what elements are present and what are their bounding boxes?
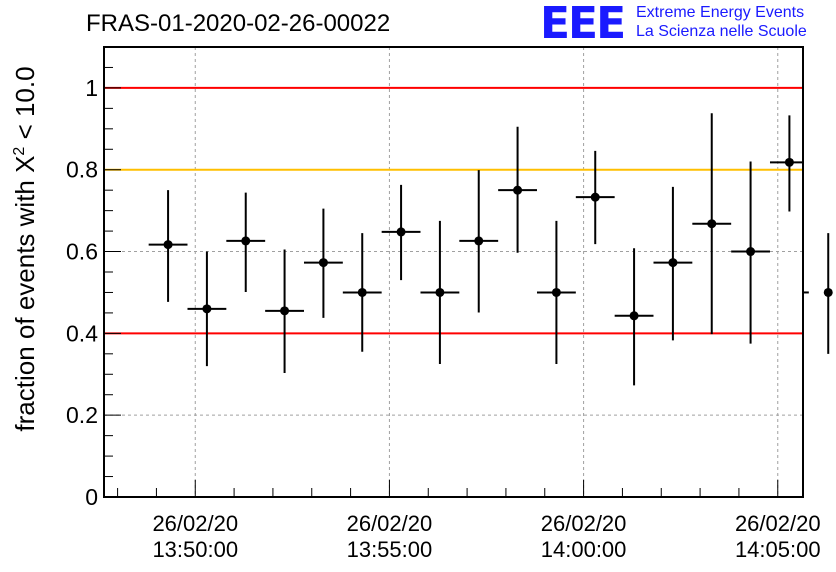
- data-point: [280, 306, 290, 316]
- data-point: [513, 185, 523, 195]
- data-point: [241, 236, 251, 246]
- data-point: [357, 287, 367, 297]
- data-point: [474, 236, 484, 246]
- reference-lines: [104, 86, 803, 335]
- y-tick-label: 0.2: [66, 402, 98, 428]
- data-point: [629, 311, 639, 321]
- data-point: [163, 240, 173, 250]
- chart-title: FRAS-01-2020-02-26-00022: [86, 10, 391, 37]
- data-point: [396, 227, 406, 237]
- data-point: [746, 247, 756, 257]
- axes: 00.20.40.60.8126/02/2013:50:0026/02/2013…: [66, 66, 821, 562]
- y-axis-label-sup: 2: [11, 147, 28, 156]
- eee-logo: EEE: [540, 0, 626, 49]
- y-tick-label: 0: [85, 484, 98, 510]
- data-point: [823, 287, 833, 297]
- x-tick-date-label: 26/02/20: [347, 511, 433, 536]
- y-axis-label-tail: < 10.0: [10, 66, 40, 146]
- x-tick-time-label: 14:00:00: [541, 537, 627, 562]
- y-axis-label-main: fraction of events with X: [10, 156, 40, 432]
- x-tick-time-label: 14:05:00: [735, 537, 821, 562]
- logo-line-1: Extreme Energy Events: [636, 4, 805, 21]
- x-tick-time-label: 13:50:00: [152, 537, 238, 562]
- x-tick-date-label: 26/02/20: [735, 511, 821, 536]
- y-tick-label: 1: [85, 75, 98, 101]
- y-axis-label: fraction of events with X2 < 10.0: [10, 66, 40, 431]
- plot-frame: [103, 46, 804, 498]
- data-points: [148, 113, 833, 386]
- y-tick-label: 0.6: [66, 239, 98, 265]
- logo-line-2: La Scienza nelle Scuole: [636, 23, 807, 40]
- data-point: [551, 287, 561, 297]
- data-point: [590, 192, 600, 202]
- x-tick-date-label: 26/02/20: [152, 511, 238, 536]
- data-point: [435, 287, 445, 297]
- grid: [104, 47, 803, 497]
- data-point: [784, 157, 794, 167]
- y-tick-label: 0.8: [66, 157, 98, 183]
- data-point: [668, 258, 678, 268]
- data-point: [202, 304, 212, 314]
- x-tick-date-label: 26/02/20: [541, 511, 627, 536]
- logo-caption: Extreme Energy Events La Scienza nelle S…: [636, 3, 807, 41]
- x-tick-time-label: 13:55:00: [347, 537, 433, 562]
- y-tick-label: 0.4: [66, 320, 98, 346]
- data-point: [707, 219, 717, 229]
- data-point: [318, 258, 328, 268]
